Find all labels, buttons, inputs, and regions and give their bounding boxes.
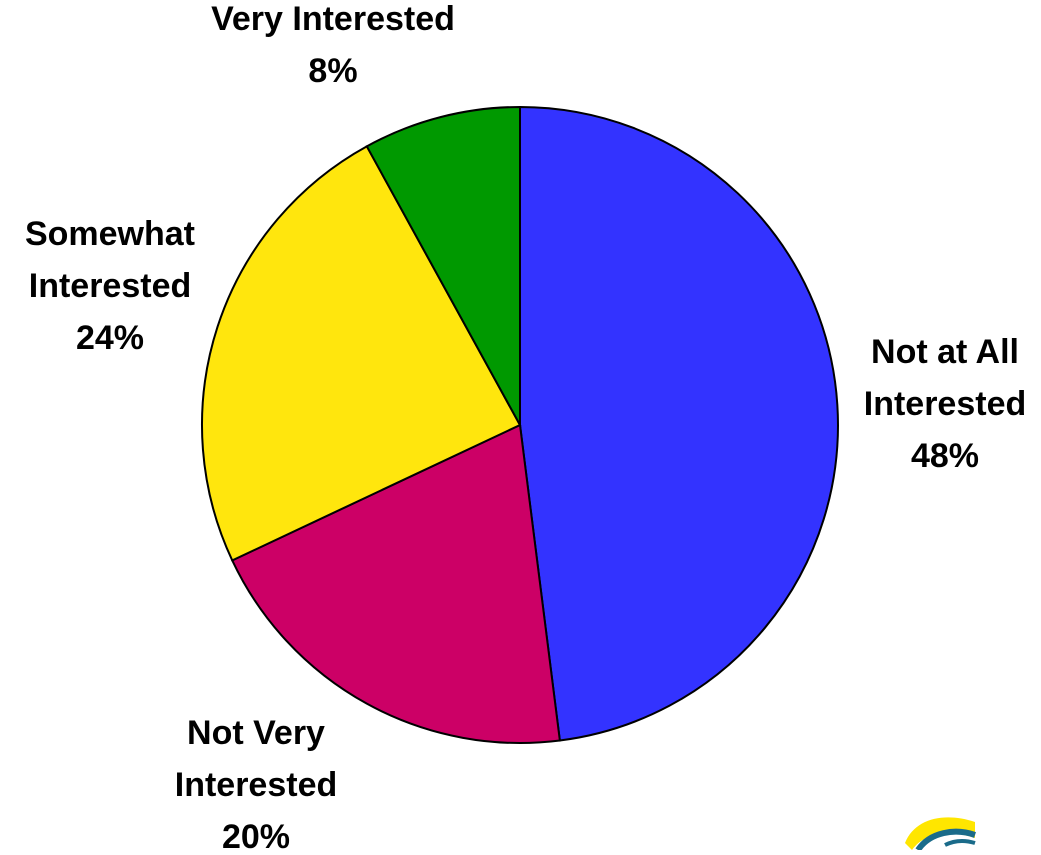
- slices-layer: [201, 105, 839, 744]
- slice-category-label: Not Very: [187, 714, 325, 752]
- slice-category-label: Interested: [864, 385, 1027, 423]
- slice-category-label: Interested: [175, 766, 338, 804]
- slice-value-label: 20%: [222, 818, 290, 850]
- slice-label: Not at All Interested 48%: [864, 333, 1027, 475]
- labels-layer: Not at All Interested 48% Not Very Intereste…: [25, 0, 1027, 855]
- slice-label: Very Interested 8%: [211, 0, 455, 90]
- pie-slice: [230, 423, 561, 744]
- pie-slice: [201, 144, 522, 562]
- slice-value-label: 48%: [911, 437, 979, 475]
- slice-category-label: Interested: [29, 267, 192, 305]
- partial-logo-icon: [905, 817, 976, 852]
- slice-value-label: 24%: [76, 319, 144, 357]
- pie-slice: [365, 105, 521, 426]
- slice-label: Not Very Interested 20%: [175, 714, 338, 850]
- slice-label: Somewhat Interested 24%: [25, 215, 195, 357]
- slice-value-label: 8%: [308, 52, 357, 90]
- pie-slice: [519, 105, 839, 742]
- slice-category-label: Very Interested: [211, 0, 455, 38]
- slice-category-label: Somewhat: [25, 215, 195, 253]
- slice-category-label: Not at All: [871, 333, 1019, 371]
